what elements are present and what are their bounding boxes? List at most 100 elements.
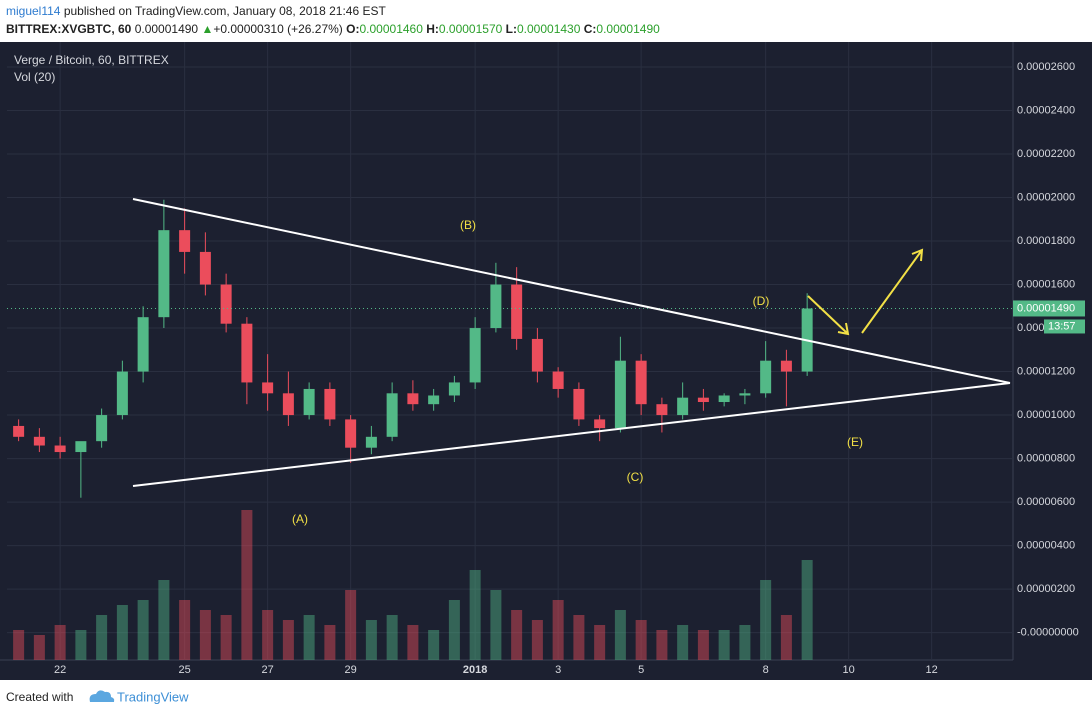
footer-brand[interactable]: TradingView <box>117 689 189 704</box>
volume-bar <box>33 635 45 660</box>
chart-title: Verge / Bitcoin, 60, BITTREX <box>14 53 169 67</box>
candle-body <box>241 323 253 383</box>
candle-body <box>345 419 357 448</box>
volume-bar <box>490 590 502 660</box>
h: 0.00001570 <box>438 22 503 36</box>
candle-body <box>386 393 398 437</box>
quote-line: BITTREX:XVGBTC, 60 0.00001490 ▲+0.000003… <box>6 22 660 36</box>
c: 0.00001490 <box>596 22 660 36</box>
y-tick-label: 0.00001200 <box>1017 365 1075 377</box>
candle-body <box>54 445 66 453</box>
x-tick-label: 10 <box>843 664 855 676</box>
y-tick-label: -0.00000000 <box>1017 626 1079 638</box>
volume-bar <box>531 620 543 660</box>
x-tick-label: 22 <box>54 664 66 676</box>
candle-body <box>365 436 377 448</box>
candle-body <box>179 230 191 252</box>
x-tick-label: 8 <box>763 664 769 676</box>
author[interactable]: miguel114 <box>6 4 61 18</box>
h-label: H: <box>426 22 439 36</box>
candle-body <box>635 360 647 405</box>
volume-bar <box>760 580 772 660</box>
volume-bar <box>739 625 751 660</box>
volume-bar <box>718 630 730 660</box>
volume-bar <box>656 630 668 660</box>
change: +0.00000310 (+26.27%) <box>213 22 343 36</box>
volume-bar <box>324 625 336 660</box>
volume-bar <box>780 615 792 660</box>
volume-bar <box>13 630 25 660</box>
volume-bar <box>386 615 398 660</box>
candle-body <box>552 371 564 389</box>
last-price-box <box>1013 300 1085 317</box>
candle-body <box>697 397 709 403</box>
x-tick-label: 3 <box>555 664 561 676</box>
o-label: O: <box>346 22 360 36</box>
y-tick-label: 0.00000400 <box>1017 539 1075 551</box>
candle-body <box>96 415 108 442</box>
candle-body <box>490 284 502 329</box>
volume-bar <box>241 510 253 660</box>
candle-body <box>718 395 730 403</box>
candle-body <box>407 393 419 405</box>
candle-body <box>677 397 689 416</box>
volume-bar <box>407 625 419 660</box>
candle-body <box>116 371 128 416</box>
y-tick-label: 0.00001600 <box>1017 278 1075 290</box>
x-tick-label: 2018 <box>463 664 487 676</box>
candle-body <box>137 317 149 372</box>
volume-bar <box>262 610 274 660</box>
trend-line <box>132 382 1011 487</box>
candle-body <box>469 328 481 383</box>
volume-bar <box>511 610 523 660</box>
candle-body <box>199 251 211 285</box>
annotation: (A) <box>292 512 308 526</box>
volume-bar <box>116 605 128 660</box>
symbol: BITTREX:XVGBTC, 60 <box>6 22 132 36</box>
candle-body <box>531 338 543 372</box>
volume-bar <box>614 610 626 660</box>
volume-bar <box>448 600 460 660</box>
chart-subtitle: Vol (20) <box>14 70 55 84</box>
y-tick-label: 0.00001800 <box>1017 235 1075 247</box>
candle-body <box>780 360 792 372</box>
volume-bar <box>365 620 377 660</box>
volume-bar <box>469 570 481 660</box>
volume-bar <box>75 630 87 660</box>
candle-body <box>33 436 45 446</box>
footer-text: Created with <box>6 690 73 704</box>
candle-body <box>656 404 668 416</box>
x-tick-label: 27 <box>262 664 274 676</box>
volume-bar <box>220 615 232 660</box>
annotation: (B) <box>460 218 476 232</box>
candle-body <box>13 425 25 437</box>
candle-body <box>324 388 336 420</box>
l: 0.00001430 <box>516 22 581 36</box>
x-tick-label: 12 <box>926 664 938 676</box>
volume-bar <box>303 615 315 660</box>
volume-bar <box>428 630 440 660</box>
last-price-label: 0.00001490 <box>1017 302 1075 314</box>
candle-body <box>282 393 294 416</box>
volume-bar <box>801 560 813 660</box>
published: published on TradingView.com, January 08… <box>63 4 386 18</box>
volume-bar <box>96 615 108 660</box>
volume-bar <box>199 610 211 660</box>
logo[interactable] <box>89 690 115 702</box>
publish-line: miguel114 published on TradingView.com, … <box>6 4 386 18</box>
candle-body <box>739 393 751 396</box>
y-tick-label: 0.00000200 <box>1017 583 1075 595</box>
y-tick-label: 0.00002400 <box>1017 104 1075 116</box>
candle-body <box>614 360 626 429</box>
candle-body <box>594 419 606 429</box>
y-tick-label: 0.00000600 <box>1017 496 1075 508</box>
c-label: C: <box>583 22 597 36</box>
volume-bar <box>677 625 689 660</box>
x-tick-label: 25 <box>179 664 191 676</box>
annotation: (D) <box>753 294 770 308</box>
volume-bar <box>635 620 647 660</box>
candle-body <box>760 360 772 394</box>
y-tick-label: 0.00000800 <box>1017 452 1075 464</box>
